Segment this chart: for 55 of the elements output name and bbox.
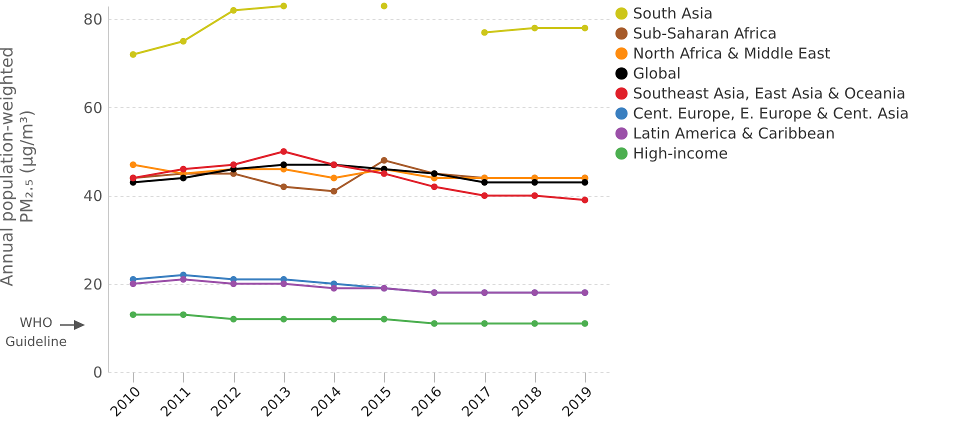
legend-label: Latin America & Caribbean: [633, 124, 835, 142]
point: [330, 316, 338, 322]
point: [481, 192, 488, 199]
point: [180, 38, 187, 45]
legend-label: South Asia: [633, 4, 713, 22]
y-tick-label: 60: [83, 98, 102, 117]
point: [430, 320, 438, 327]
point: [230, 7, 237, 14]
y-tick-label: 80: [83, 10, 102, 29]
point: [531, 320, 538, 327]
point: [531, 192, 538, 199]
point: [280, 280, 288, 288]
point: [180, 276, 187, 283]
point: [330, 284, 338, 292]
y-tick-label: 0: [92, 364, 102, 382]
point: [481, 29, 488, 36]
point: [481, 320, 488, 327]
point: [280, 161, 288, 168]
legend-label: High-income: [633, 144, 728, 162]
point: [280, 316, 288, 322]
point: [582, 196, 588, 204]
point: [130, 161, 136, 168]
legend-label: North Africa & Middle East: [633, 44, 831, 62]
point: [380, 156, 388, 164]
legend-label: Cent. Europe, E. Europe & Cent. Asia: [633, 104, 909, 122]
point: [330, 174, 338, 182]
point: [130, 311, 136, 318]
point: [380, 316, 388, 322]
point: [130, 280, 136, 288]
point: [280, 2, 288, 10]
legend-label: Sub-Saharan Africa: [633, 24, 777, 42]
legend-label: Global: [633, 64, 681, 82]
y-tick-label: 40: [83, 187, 102, 206]
point: [180, 174, 187, 182]
point: [230, 161, 237, 168]
point: [130, 51, 136, 58]
point: [582, 24, 588, 32]
point: [230, 280, 237, 288]
point: [582, 179, 588, 186]
point: [180, 166, 187, 173]
point: [430, 183, 438, 190]
y-tick-label: 20: [83, 275, 102, 294]
point: [230, 316, 237, 322]
text: WHO Guideline: [5, 316, 67, 350]
point: [280, 183, 288, 190]
legend-label: Southeast Asia, East Asia & Oceania: [633, 84, 906, 102]
point: [380, 170, 388, 177]
point: [330, 188, 338, 195]
point: [531, 24, 538, 32]
point: [531, 179, 538, 186]
point: [380, 2, 388, 10]
point: [582, 320, 588, 327]
point: [481, 179, 488, 186]
point: [280, 148, 288, 155]
point: [180, 311, 187, 318]
